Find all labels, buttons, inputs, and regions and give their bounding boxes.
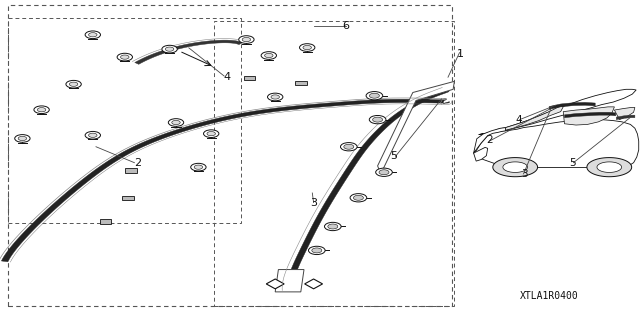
Polygon shape	[479, 89, 636, 135]
Circle shape	[37, 108, 46, 112]
Circle shape	[268, 93, 283, 101]
Circle shape	[168, 119, 184, 126]
Circle shape	[369, 115, 386, 124]
Bar	[125, 168, 137, 173]
Polygon shape	[287, 89, 449, 290]
Circle shape	[303, 45, 312, 50]
Bar	[244, 76, 255, 80]
Circle shape	[271, 95, 280, 99]
Circle shape	[88, 33, 97, 37]
Circle shape	[353, 195, 364, 200]
Circle shape	[350, 194, 367, 202]
Circle shape	[366, 92, 383, 100]
Bar	[214, 21, 454, 306]
Polygon shape	[503, 162, 527, 172]
Polygon shape	[1, 99, 449, 262]
Circle shape	[264, 53, 273, 58]
Polygon shape	[597, 162, 621, 172]
Polygon shape	[266, 279, 284, 289]
Circle shape	[312, 248, 322, 253]
Polygon shape	[474, 128, 506, 153]
Circle shape	[242, 37, 251, 42]
Circle shape	[308, 246, 325, 255]
Text: 2: 2	[134, 158, 141, 168]
Polygon shape	[305, 279, 323, 289]
Text: 3: 3	[310, 197, 317, 208]
Polygon shape	[616, 115, 635, 120]
Text: 5: 5	[390, 151, 397, 161]
Circle shape	[15, 135, 30, 142]
Circle shape	[324, 222, 341, 231]
Circle shape	[34, 106, 49, 114]
Polygon shape	[549, 102, 595, 109]
Text: 6: 6	[342, 20, 349, 31]
Circle shape	[207, 131, 216, 136]
Text: 4: 4	[223, 71, 231, 82]
Text: 2: 2	[486, 135, 493, 145]
Circle shape	[85, 31, 100, 39]
Text: 5: 5	[570, 158, 576, 168]
Polygon shape	[563, 107, 614, 125]
Text: 4: 4	[515, 115, 522, 125]
Circle shape	[300, 44, 315, 51]
Circle shape	[66, 80, 81, 88]
Circle shape	[191, 163, 206, 171]
Circle shape	[376, 168, 392, 176]
Polygon shape	[474, 147, 488, 161]
Circle shape	[369, 93, 380, 98]
Circle shape	[239, 36, 254, 43]
Circle shape	[340, 143, 357, 151]
Polygon shape	[135, 40, 243, 64]
Polygon shape	[564, 112, 616, 118]
Polygon shape	[587, 158, 632, 177]
Text: XTLA1R0400: XTLA1R0400	[520, 292, 579, 301]
Bar	[8, 5, 452, 306]
Polygon shape	[493, 158, 538, 177]
Circle shape	[344, 144, 354, 149]
Circle shape	[379, 170, 389, 175]
Circle shape	[162, 45, 177, 53]
Circle shape	[18, 136, 27, 141]
Bar	[295, 81, 307, 85]
Bar	[8, 18, 241, 223]
Circle shape	[165, 47, 174, 51]
Polygon shape	[474, 120, 639, 167]
Circle shape	[172, 120, 180, 125]
Circle shape	[204, 130, 219, 137]
Circle shape	[194, 165, 203, 169]
Circle shape	[120, 55, 129, 59]
Polygon shape	[275, 270, 304, 292]
Text: 1: 1	[458, 49, 464, 59]
Bar	[122, 196, 134, 200]
Circle shape	[88, 133, 97, 137]
Circle shape	[328, 224, 338, 229]
Circle shape	[372, 117, 383, 122]
Circle shape	[85, 131, 100, 139]
Polygon shape	[614, 108, 635, 120]
Polygon shape	[378, 81, 454, 174]
Circle shape	[117, 53, 132, 61]
Text: 3: 3	[522, 169, 528, 179]
Bar	[100, 219, 111, 224]
Polygon shape	[506, 106, 563, 130]
Circle shape	[261, 52, 276, 59]
Circle shape	[69, 82, 78, 86]
